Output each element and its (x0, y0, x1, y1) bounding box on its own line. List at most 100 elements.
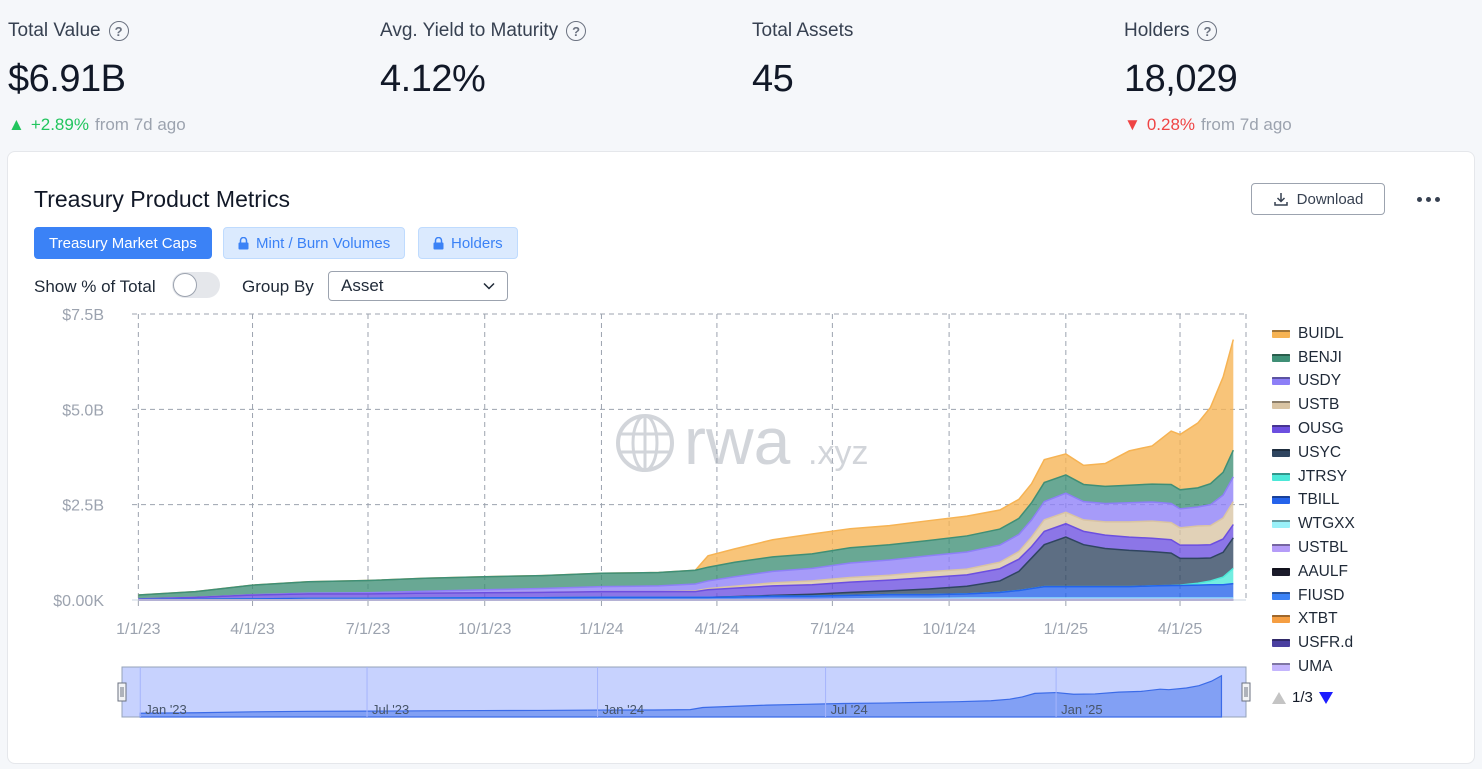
watermark-text: rwa (684, 404, 791, 478)
x-tick-label: 4/1/23 (230, 621, 275, 638)
change-percent: 0.28% (1146, 115, 1196, 134)
navigator-label: Jan '24 (603, 702, 645, 717)
change-suffix: from 7d ago (1201, 115, 1292, 134)
change-suffix: from 7d ago (94, 115, 186, 134)
legend-page-indicator: 1/3 (1292, 689, 1313, 706)
navigator-label: Jan '25 (1061, 702, 1103, 717)
legend-item-xtbt[interactable]: XTBT (1272, 608, 1355, 632)
area-usdy (138, 476, 1234, 599)
download-button[interactable]: Download (1251, 183, 1385, 215)
line-ousg (138, 522, 1234, 600)
chart-axes: $0.00K $2.5B $5.0B $7.5B 1/1/23 4/1/23 7/1/23 1… (53, 307, 1246, 638)
legend-page-down-icon[interactable] (1318, 691, 1333, 704)
treasury-metrics-card: Treasury Product Metrics Download Treasu… (7, 151, 1475, 764)
legend-swatch (1272, 496, 1290, 505)
legend-pager: 1/3 (1272, 689, 1333, 706)
legend-item-uma[interactable]: UMA (1272, 655, 1355, 679)
watermark: rwa .xyz (616, 404, 868, 478)
legend-item-aaulf[interactable]: AAULF (1272, 560, 1355, 584)
legend-item-ousg[interactable]: OUSG (1272, 417, 1355, 441)
show-percent-toggle[interactable] (172, 272, 220, 298)
legend-label: USYC (1298, 443, 1342, 461)
area-ousg (138, 523, 1234, 600)
legend-item-ustb[interactable]: USTB (1272, 393, 1355, 417)
group-by-select[interactable]: Asset (328, 271, 508, 301)
tab-label: Holders (451, 234, 503, 252)
toggle-knob (173, 273, 197, 297)
legend-swatch (1272, 639, 1290, 648)
legend-item-benji[interactable]: BENJI (1272, 346, 1355, 370)
legend-item-fiusd[interactable]: FIUSD (1272, 584, 1355, 608)
chart-svg: rwa .xyz $0.00K $2.5B $5.0B $7.5B 1/1/23 4/1/… (53, 307, 1251, 718)
stat-total-value: Total Value? $6.91B ▲ +2.89% from 7d ago (8, 20, 186, 135)
stats-row: Total Value? $6.91B ▲ +2.89% from 7d ago A… (0, 0, 1482, 150)
globe-icon (616, 414, 674, 472)
stat-label: Avg. Yield to Maturity (380, 20, 559, 41)
y-tick-label: $0.00K (53, 593, 104, 610)
up-arrow-icon: ▲ (8, 115, 25, 134)
legend-swatch (1272, 615, 1290, 624)
legend-label: TBILL (1298, 491, 1340, 509)
legend-label: USTB (1298, 396, 1340, 414)
help-icon[interactable]: ? (1197, 21, 1218, 41)
group-by-value: Asset (341, 276, 384, 295)
show-percent-label: Show % of Total (34, 277, 156, 296)
area-benji (138, 450, 1234, 599)
legend-swatch (1272, 353, 1290, 362)
y-tick-label: $5.0B (62, 402, 104, 419)
legend-label: BENJI (1298, 348, 1342, 366)
legend-label: UMA (1298, 658, 1333, 676)
stat-value: 18,029 (1124, 58, 1238, 100)
x-tick-label: 1/1/25 (1044, 621, 1089, 638)
tab-mint-burn-volumes[interactable]: Mint / Burn Volumes (223, 227, 406, 259)
lock-icon (238, 236, 249, 249)
stat-value: 4.12% (380, 58, 486, 100)
chart-legend: BUIDL BENJI USDY USTB OUSG USYC JTRSY TBILL WTGX… (1272, 322, 1355, 679)
legend-item-usyc[interactable]: USYC (1272, 441, 1355, 465)
legend-item-buidl[interactable]: BUIDL (1272, 322, 1355, 346)
legend-item-usdy[interactable]: USDY (1272, 370, 1355, 394)
x-tick-label: 7/1/23 (346, 621, 391, 638)
legend-item-ustbl[interactable]: USTBL (1272, 536, 1355, 560)
more-options-icon[interactable] (1408, 184, 1448, 214)
help-icon[interactable]: ? (566, 21, 587, 41)
stat-total-assets: Total Assets 45 (752, 20, 853, 101)
legend-swatch (1272, 448, 1290, 457)
stat-label: Total Assets (752, 20, 854, 41)
legend-label: AAULF (1298, 562, 1348, 580)
navigator-left-handle[interactable] (117, 682, 127, 702)
tab-holders[interactable]: Holders (418, 227, 518, 259)
stat-avg-yield: Avg. Yield to Maturity? 4.12% (380, 20, 587, 101)
stat-value: $6.91B (8, 58, 126, 100)
legend-label: USTBL (1298, 539, 1348, 557)
legend-label: WTGXX (1298, 515, 1355, 533)
legend-swatch (1272, 567, 1290, 576)
legend-swatch (1272, 663, 1290, 672)
legend-label: BUIDL (1298, 324, 1344, 342)
legend-label: JTRSY (1298, 467, 1348, 485)
legend-item-usfrd[interactable]: USFR.d (1272, 631, 1355, 655)
legend-page-up-icon[interactable] (1272, 691, 1286, 704)
download-icon (1273, 193, 1288, 206)
x-tick-label: 10/1/24 (922, 621, 975, 638)
legend-item-wtgxx[interactable]: WTGXX (1272, 512, 1355, 536)
navigator-label: Jul '24 (831, 702, 868, 717)
stat-label: Holders (1124, 20, 1190, 41)
stat-value: 45 (752, 58, 794, 100)
x-tick-label: 4/1/25 (1158, 621, 1203, 638)
tab-treasury-market-caps[interactable]: Treasury Market Caps (34, 227, 212, 259)
legend-swatch (1272, 425, 1290, 434)
legend-item-tbill[interactable]: TBILL (1272, 489, 1355, 513)
legend-label: USDY (1298, 372, 1342, 390)
x-tick-label: 1/1/23 (116, 621, 161, 638)
help-icon[interactable]: ? (108, 21, 129, 41)
legend-item-jtrsy[interactable]: JTRSY (1272, 465, 1355, 489)
navigator-right-handle[interactable] (1241, 682, 1251, 702)
x-tick-label: 4/1/24 (695, 621, 740, 638)
navigator-label: Jan '23 (145, 702, 187, 717)
chart-navigator: Jan '23 Jul '23 Jan '24 Jul '24 Jan '25 (117, 666, 1251, 718)
line-benji (138, 449, 1234, 596)
legend-label: XTBT (1298, 610, 1338, 628)
area-ustb (138, 501, 1234, 599)
watermark-suffix: .xyz (808, 434, 868, 472)
